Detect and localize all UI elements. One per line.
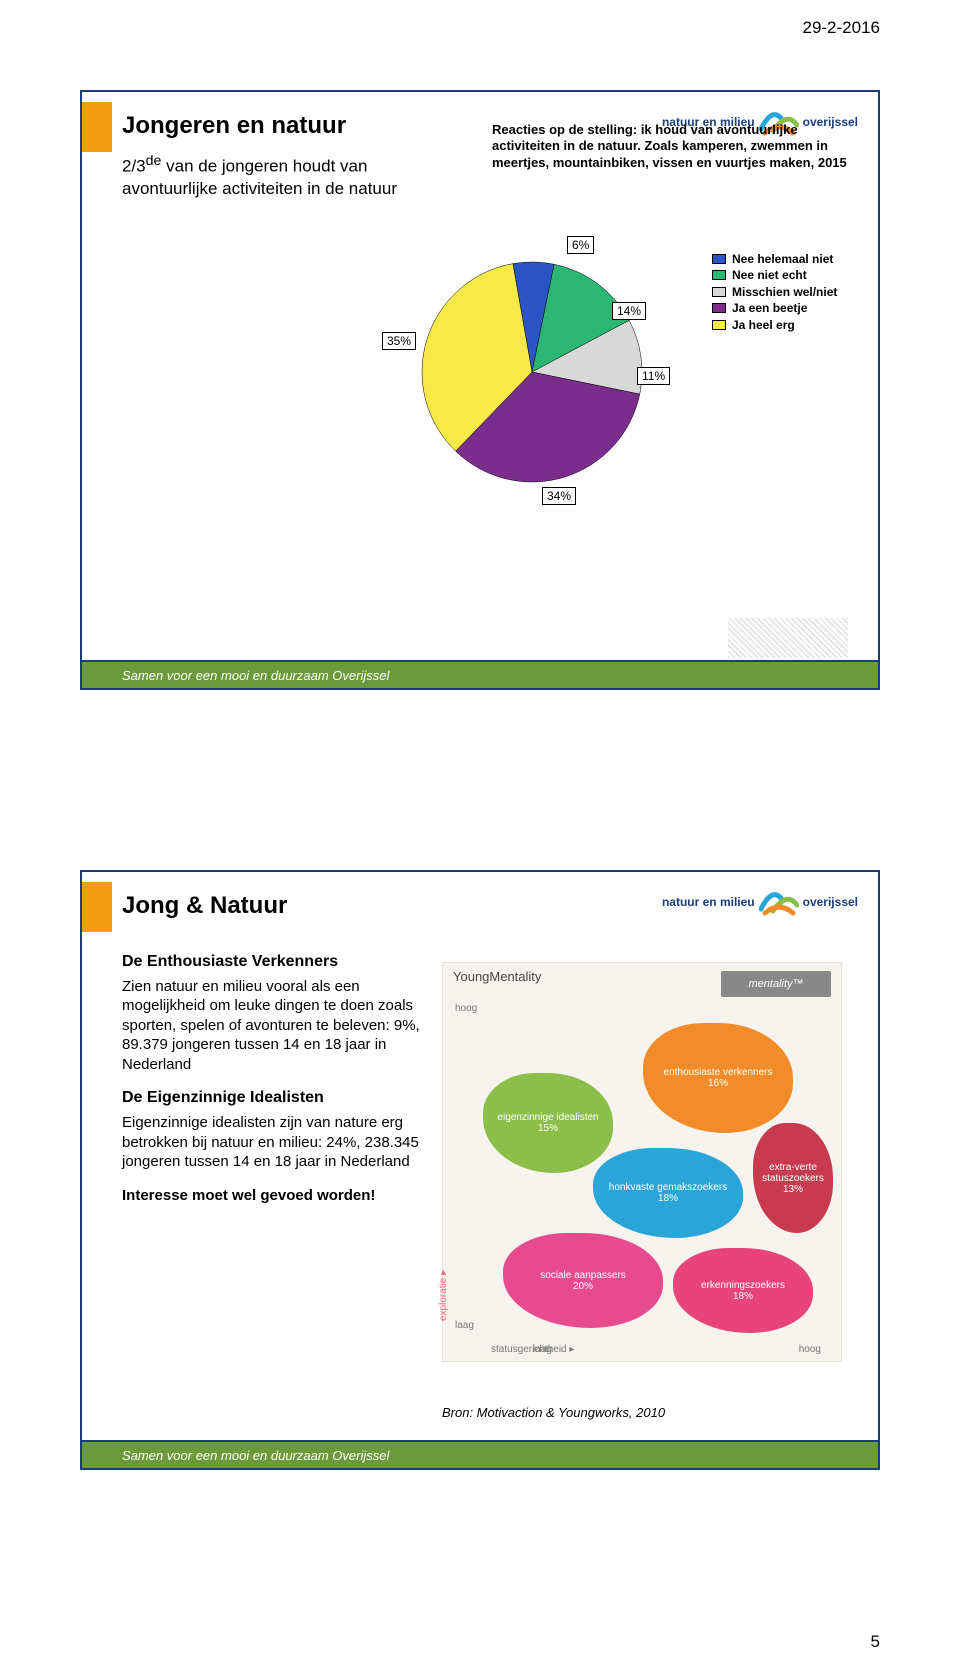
mentality-blob: honkvaste gemakszoekers18% [593,1148,743,1238]
section1-heading: De Enthousiaste Verkenners [122,952,422,973]
pie-slice-label: 34% [542,487,576,505]
slide1-body: Jongeren en natuur 2/3de van de jongeren… [122,112,858,648]
pie-slice-label: 6% [567,236,594,254]
mentality-blob: erkenningszoekers18% [673,1248,813,1333]
blob-pct: 13% [783,1184,803,1195]
blob-name: extra-verte statuszoekers [759,1162,827,1184]
legend-swatch [712,270,726,280]
legend-swatch [712,254,726,264]
slide1-footer: Samen voor een mooi en duurzaam Overijss… [82,660,878,688]
blob-name: eigenzinnige idealisten [497,1112,598,1123]
blob-pct: 20% [573,1281,593,1292]
blob-name: erkenningszoekers [701,1280,785,1291]
mentality-brand: mentality™ [721,971,831,997]
blob-pct: 18% [733,1291,753,1302]
section2-heading: De Eigenzinnige Idealisten [122,1088,422,1109]
axis-x-high: hoog [799,1344,821,1355]
pie-caption: Reacties op de stelling: ik houd van avo… [492,122,862,171]
slide-2: natuur en milieu overijssel Jong & Natuu… [80,870,880,1470]
legend-label: Ja heel erg [732,318,795,332]
legend-swatch [712,303,726,313]
sidebar-accent [82,102,112,152]
blob-pct: 16% [708,1078,728,1089]
blob-name: sociale aanpassers [540,1270,626,1281]
axis-y-low: laag [455,1320,474,1331]
mentality-blob: eigenzinnige idealisten15% [483,1073,613,1173]
legend-row: Ja heel erg [712,318,837,332]
slide1-subtitle: 2/3de van de jongeren houdt van avontuur… [122,152,402,200]
pie-slice-label: 14% [612,302,646,320]
source-citation: Bron: Motivaction & Youngworks, 2010 [442,1405,665,1420]
mentality-title: YoungMentality [453,969,541,984]
section2-body: Eigenzinnige idealisten zijn van nature … [122,1113,422,1172]
pie-slice-label: 35% [382,332,416,350]
legend-swatch [712,287,726,297]
decorative-hatch [728,618,848,658]
mentality-blob: enthousiaste verkenners16% [643,1023,793,1133]
legend-row: Nee niet echt [712,268,837,282]
blob-name: enthousiaste verkenners [664,1067,773,1078]
slide-1: natuur en milieu overijssel Jongeren en … [80,90,880,690]
page-date: 29-2-2016 [802,18,880,38]
axis-x-low: laag [533,1344,552,1355]
legend-label: Ja een beetje [732,301,807,315]
blob-pct: 18% [658,1193,678,1204]
pie-legend: Nee helemaal niet Nee niet echt Misschien … [712,252,837,334]
blob-pct: 15% [538,1123,558,1134]
pie-slice-label: 11% [637,367,670,385]
slide2-left-column: De Enthousiaste Verkenners Zien natuur e… [122,952,422,1219]
slide2-title: Jong & Natuur [122,892,858,920]
slide2-body: Jong & Natuur De Enthousiaste Verkenners… [122,892,858,1428]
section1-body: Zien natuur en milieu vooral als een mog… [122,977,422,1075]
blob-name: honkvaste gemakszoekers [609,1182,727,1193]
mentality-blob: sociale aanpassers20% [503,1233,663,1328]
legend-label: Misschien wel/niet [732,285,837,299]
axis-y-high: hoog [455,1003,477,1014]
legend-label: Nee niet echt [732,268,807,282]
legend-row: Nee helemaal niet [712,252,837,266]
pie-svg [402,242,662,502]
sidebar-accent [82,882,112,932]
legend-swatch [712,320,726,330]
page-number: 5 [871,1632,880,1652]
mentality-chart: YoungMentality mentality™ hoog laag expl… [442,962,842,1362]
final-statement: Interesse moet wel gevoed worden! [122,1186,422,1206]
legend-label: Nee helemaal niet [732,252,833,266]
legend-row: Ja een beetje [712,301,837,315]
legend-row: Misschien wel/niet [712,285,837,299]
pie-chart: 6%14%11%34%35% [402,242,682,522]
mentality-blob: extra-verte statuszoekers13% [753,1123,833,1233]
slide2-footer: Samen voor een mooi en duurzaam Overijss… [82,1440,878,1468]
axis-y-label: exploratie ▸ [438,1270,449,1321]
